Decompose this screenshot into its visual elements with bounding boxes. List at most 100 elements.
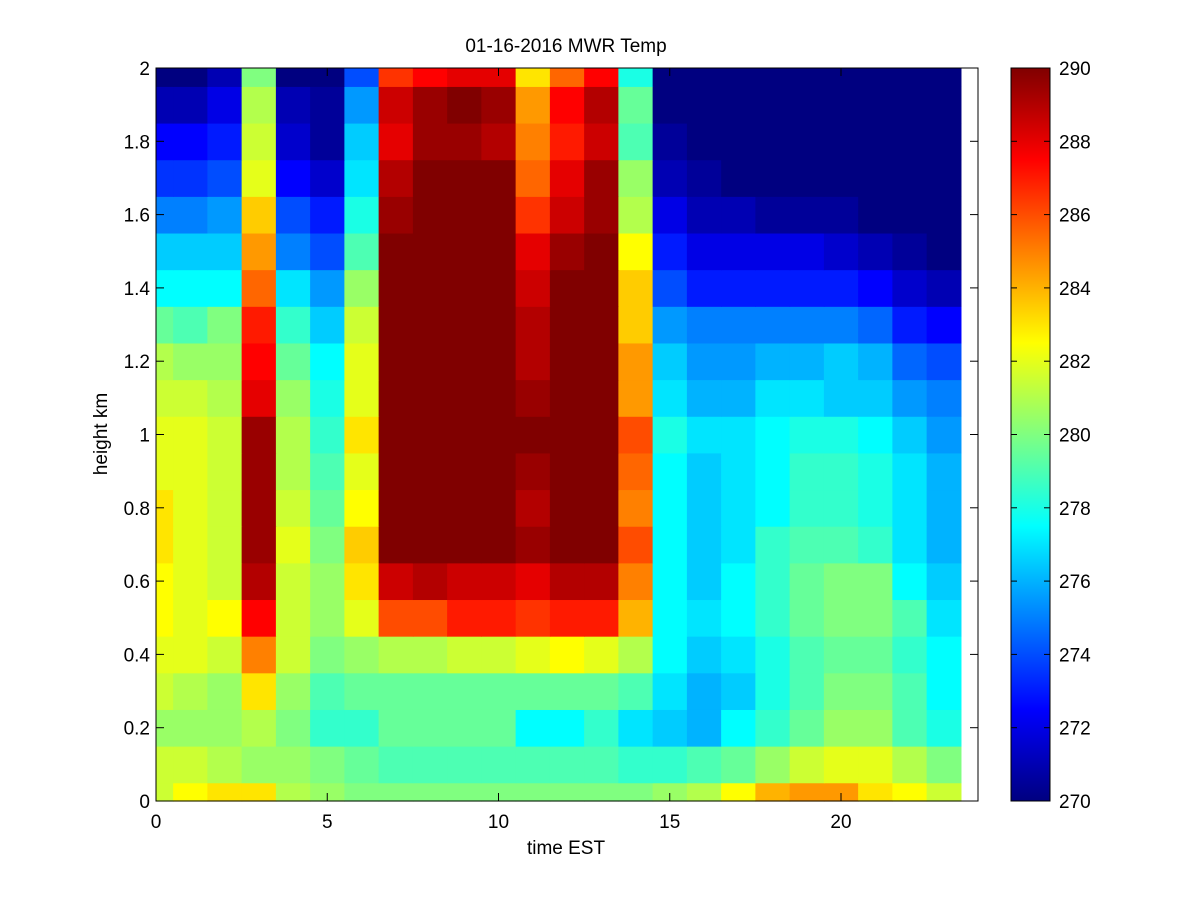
heatmap-cell xyxy=(275,672,311,710)
heatmap-cell xyxy=(207,86,243,124)
heatmap-cell xyxy=(241,709,277,747)
heatmap-cell xyxy=(789,232,825,271)
heatmap-cell xyxy=(173,342,208,381)
heatmap-cell xyxy=(378,709,414,747)
heatmap-cell xyxy=(858,416,893,454)
heatmap-cell xyxy=(926,489,962,527)
heatmap-cell xyxy=(789,196,825,234)
heatmap-cell xyxy=(275,122,311,161)
y-tick-label: 0.8 xyxy=(124,499,150,520)
heatmap-cell xyxy=(892,86,928,124)
heatmap-cell xyxy=(686,68,722,87)
heatmap-cell xyxy=(926,416,962,454)
heatmap-cell xyxy=(858,782,893,802)
heatmap-cell xyxy=(686,672,722,710)
heatmap-cell xyxy=(823,232,859,271)
heatmap-cell xyxy=(481,746,517,784)
heatmap-cell xyxy=(823,269,859,307)
heatmap-cell xyxy=(515,306,551,344)
heatmap-cell xyxy=(207,68,243,87)
heatmap-cell xyxy=(275,562,311,601)
heatmap-cell xyxy=(892,196,928,234)
heatmap-cell xyxy=(892,122,928,161)
heatmap-cell xyxy=(310,232,345,271)
heatmap-cell xyxy=(892,599,928,637)
heatmap-cell xyxy=(481,562,517,601)
heatmap-cell xyxy=(412,342,448,381)
heatmap-cell xyxy=(207,122,243,161)
heatmap-cell xyxy=(549,562,585,601)
heatmap-cell xyxy=(241,562,277,601)
heatmap-cell xyxy=(755,269,791,307)
heatmap-cell xyxy=(378,232,414,271)
heatmap-cell xyxy=(344,746,380,784)
heatmap-cell xyxy=(549,709,585,747)
heatmap-cell xyxy=(721,342,756,381)
heatmap-cell xyxy=(156,68,174,87)
heatmap-cell xyxy=(344,122,380,161)
heatmap-cell xyxy=(344,599,380,637)
heatmap-cell xyxy=(652,489,688,527)
heatmap-cell xyxy=(549,86,585,124)
heatmap-cell xyxy=(207,746,243,784)
heatmap-cell xyxy=(789,122,825,161)
heatmap-cell xyxy=(412,122,448,161)
heatmap-cell xyxy=(584,746,619,784)
heatmap-cell xyxy=(207,562,243,601)
heatmap-cell xyxy=(686,379,722,417)
heatmap-cell xyxy=(156,379,174,417)
heatmap-cell xyxy=(858,746,893,784)
heatmap-cell xyxy=(926,746,962,784)
heatmap-cell xyxy=(241,122,277,161)
heatmap-cell xyxy=(515,122,551,161)
heatmap-cell xyxy=(721,196,756,234)
heatmap-cell xyxy=(275,526,311,564)
heatmap-cell xyxy=(892,306,928,344)
heatmap-cell xyxy=(858,599,893,637)
heatmap-cell xyxy=(275,379,311,417)
heatmap-cell xyxy=(721,232,756,271)
heatmap-cell xyxy=(481,782,517,802)
heatmap-cell xyxy=(926,636,962,674)
heatmap-cell xyxy=(789,159,825,197)
heatmap-cell xyxy=(823,416,859,454)
heatmap-cell xyxy=(207,379,243,417)
heatmap-cell xyxy=(275,68,311,87)
heatmap-cell xyxy=(207,196,243,234)
heatmap-cell xyxy=(447,636,482,674)
heatmap-cell xyxy=(755,232,791,271)
heatmap-cell xyxy=(515,526,551,564)
heatmap-cell xyxy=(310,68,345,87)
colorbar-tick-label: 274 xyxy=(1059,645,1091,666)
heatmap-cell xyxy=(721,122,756,161)
heatmap-cell xyxy=(173,122,208,161)
heatmap-cell xyxy=(549,599,585,637)
heatmap-cell xyxy=(618,122,654,161)
heatmap-cell xyxy=(618,672,654,710)
heatmap-cell xyxy=(652,196,688,234)
heatmap-cell xyxy=(789,416,825,454)
heatmap-cell xyxy=(156,562,174,601)
heatmap-cell xyxy=(447,196,482,234)
heatmap-cell xyxy=(378,526,414,564)
heatmap-cell xyxy=(378,782,414,802)
heatmap-cell xyxy=(721,562,756,601)
heatmap-cell xyxy=(310,782,345,802)
heatmap-cell xyxy=(447,68,482,87)
y-tick-label: 0.4 xyxy=(124,645,151,666)
heatmap-cell xyxy=(755,672,791,710)
heatmap-cell xyxy=(549,159,585,197)
heatmap-cell xyxy=(892,159,928,197)
colorbar-tick-label: 272 xyxy=(1059,719,1091,740)
heatmap-cell xyxy=(344,379,380,417)
heatmap-cell xyxy=(721,306,756,344)
heatmap-cell xyxy=(275,746,311,784)
heatmap-cell xyxy=(173,269,208,307)
heatmap-cell xyxy=(926,342,962,381)
heatmap-cell xyxy=(618,452,654,491)
heatmap-cell xyxy=(412,489,448,527)
heatmap-cell xyxy=(481,86,517,124)
heatmap-cell xyxy=(686,782,722,802)
colorbar xyxy=(1011,68,1050,801)
heatmap-cell xyxy=(858,196,893,234)
